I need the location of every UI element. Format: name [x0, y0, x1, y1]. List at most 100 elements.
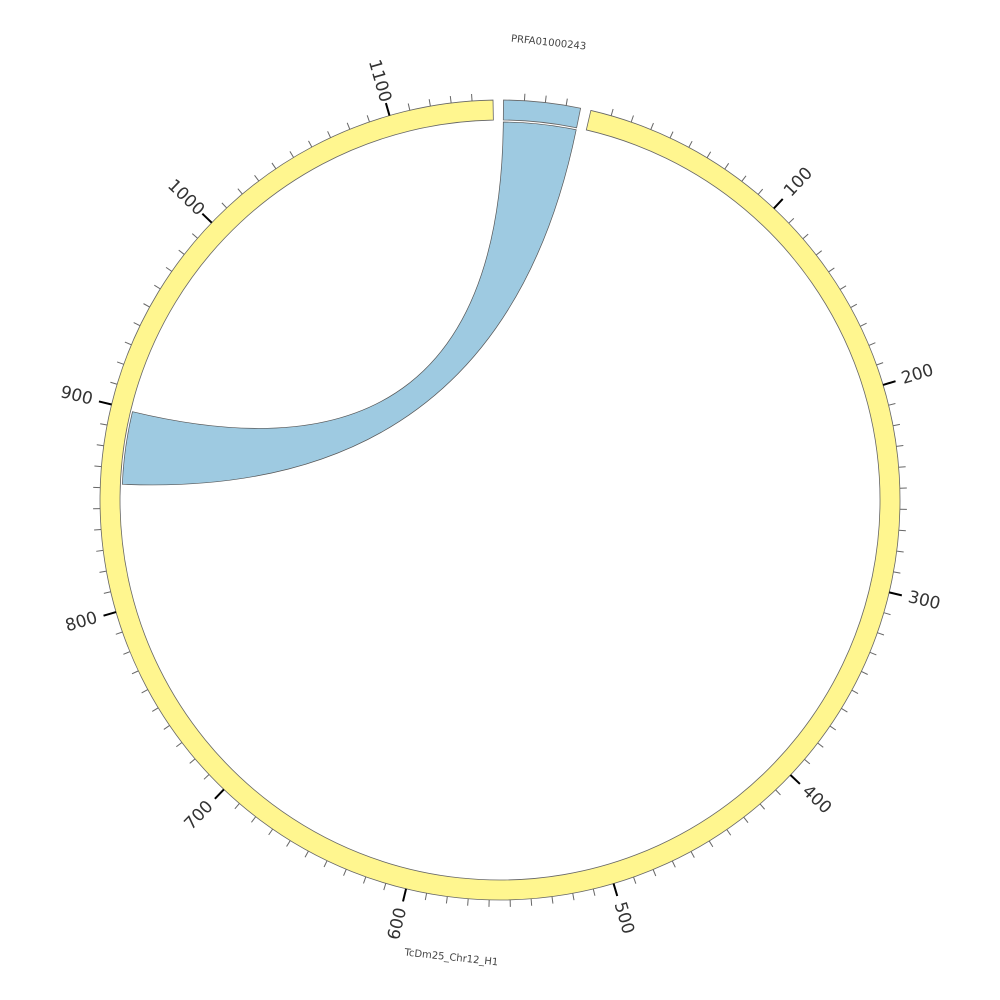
minor-tick — [100, 423, 108, 426]
minor-tick — [131, 670, 139, 675]
minor-tick — [671, 860, 676, 868]
minor-tick — [788, 217, 795, 224]
minor-tick — [898, 466, 906, 468]
minor-tick — [888, 403, 896, 406]
minor-tick — [815, 250, 823, 256]
minor-tick — [141, 689, 149, 694]
minor-tick — [304, 850, 309, 858]
minor-tick — [189, 758, 196, 764]
segment-name: PRFA01000243 — [510, 34, 586, 53]
minor-tick — [850, 303, 858, 309]
minor-tick — [898, 529, 906, 532]
minor-tick — [363, 876, 367, 884]
minor-tick — [724, 163, 730, 170]
minor-tick — [165, 266, 173, 272]
minor-tick — [343, 869, 347, 876]
minor-tick — [234, 803, 240, 810]
minor-tick — [757, 188, 764, 195]
minor-tick — [254, 175, 260, 182]
minor-tick — [94, 465, 102, 468]
tick-label: 600 — [384, 906, 411, 942]
minor-tick — [610, 108, 614, 116]
tick-label: 200 — [899, 360, 936, 388]
minor-tick — [323, 860, 328, 868]
minor-tick — [366, 115, 370, 123]
segment-name: TcDm25_Chr12_H1 — [403, 947, 499, 968]
minor-tick — [271, 162, 277, 169]
major-tick — [98, 400, 112, 406]
minor-tick — [759, 803, 765, 810]
minor-tick — [688, 140, 693, 148]
minor-tick — [428, 99, 431, 107]
minor-tick — [176, 742, 183, 748]
minor-tick — [876, 362, 884, 366]
minor-tick — [289, 151, 294, 158]
minor-tick — [690, 851, 695, 858]
minor-tick — [860, 322, 867, 327]
minor-tick — [407, 103, 411, 111]
major-tick — [789, 774, 801, 785]
tick-label: 800 — [63, 608, 100, 636]
minor-tick — [851, 689, 859, 694]
tick-label: 100 — [780, 164, 817, 201]
minor-tick — [94, 529, 102, 531]
minor-tick — [896, 444, 904, 447]
minor-tick — [268, 828, 274, 836]
minor-tick — [893, 571, 901, 574]
minor-tick — [96, 444, 104, 447]
tick-label: 300 — [906, 587, 942, 614]
minor-tick — [877, 632, 885, 636]
minor-tick — [221, 202, 228, 209]
major-tick — [882, 380, 896, 386]
minor-tick — [327, 131, 332, 138]
minor-tick — [706, 151, 712, 159]
minor-tick — [123, 651, 131, 655]
minor-tick — [203, 774, 210, 780]
minor-tick — [286, 840, 291, 847]
minor-tick — [96, 549, 104, 552]
minor-tick — [251, 816, 257, 823]
minor-tick — [630, 115, 634, 123]
minor-tick — [143, 303, 150, 308]
minor-tick — [841, 707, 848, 713]
major-tick — [773, 198, 784, 210]
minor-tick — [868, 342, 876, 346]
minor-tick — [116, 361, 124, 365]
tick-label: 900 — [58, 382, 94, 409]
minor-tick — [892, 423, 901, 427]
minor-tick — [383, 883, 387, 891]
minor-tick — [551, 896, 554, 904]
segment — [99, 99, 901, 901]
minor-tick — [802, 233, 809, 240]
minor-tick — [445, 896, 448, 904]
minor-tick — [133, 322, 141, 327]
minor-tick — [178, 249, 185, 255]
tick-label: 400 — [798, 781, 835, 818]
minor-tick — [743, 816, 749, 824]
minor-tick — [99, 570, 107, 573]
minor-tick — [110, 381, 118, 385]
minor-tick — [652, 869, 657, 877]
minor-tick — [896, 550, 904, 553]
minor-tick — [124, 341, 132, 346]
minor-tick — [650, 122, 654, 130]
minor-tick — [346, 122, 351, 130]
minor-tick — [861, 671, 868, 675]
major-tick — [201, 212, 213, 224]
minor-tick — [804, 758, 811, 765]
minor-tick — [726, 829, 732, 836]
minor-tick — [424, 893, 428, 901]
minor-tick — [449, 95, 452, 104]
minor-tick — [669, 131, 674, 139]
minor-tick — [115, 631, 123, 635]
major-tick — [888, 591, 903, 597]
minor-tick — [154, 284, 161, 290]
link — [121, 121, 577, 486]
segment — [502, 99, 582, 129]
minor-tick — [775, 789, 781, 796]
minor-tick — [103, 591, 111, 594]
minor-tick — [741, 175, 747, 182]
minor-tick — [592, 888, 596, 896]
minor-tick — [829, 725, 837, 731]
